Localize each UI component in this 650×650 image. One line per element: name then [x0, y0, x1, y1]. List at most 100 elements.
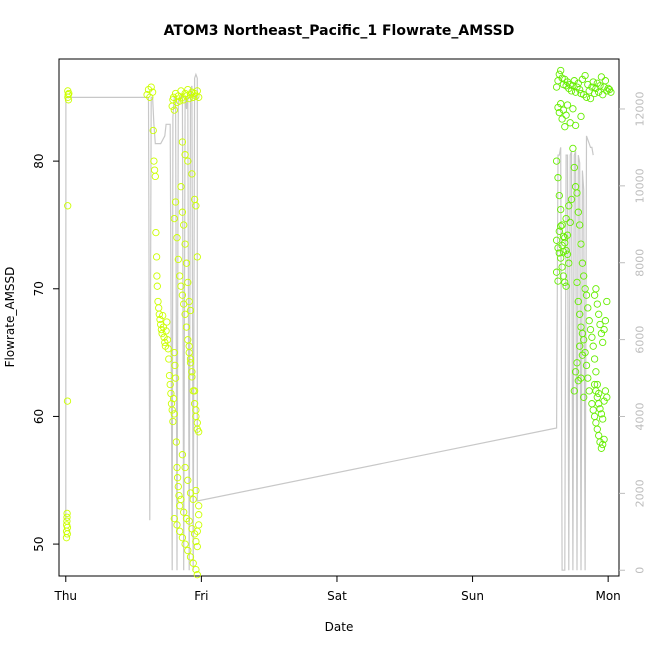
data-point: [162, 327, 170, 335]
data-point: [63, 397, 72, 405]
data-point: [148, 88, 157, 96]
data-point: [571, 88, 580, 96]
data-point: [590, 291, 599, 299]
data-point: [581, 348, 589, 357]
data-point: [170, 410, 178, 418]
data-point: [554, 277, 562, 285]
data-point: [163, 336, 172, 344]
data-point: [599, 91, 607, 99]
y-tick-label: 70: [32, 281, 46, 296]
data-point: [169, 417, 177, 426]
data-point: [558, 263, 566, 271]
data-point: [588, 83, 596, 91]
y-tick-label: 60: [32, 409, 46, 424]
y2-tick-label: 2000: [634, 479, 647, 507]
data-point: [589, 406, 597, 414]
data-point: [563, 101, 572, 109]
data-point: [580, 336, 588, 344]
y2-tick-label: 6000: [634, 326, 647, 354]
data-point: [164, 345, 172, 353]
data-point: [185, 342, 193, 350]
data-point: [182, 323, 191, 331]
y-tick-label: 80: [32, 153, 46, 168]
data-point: [582, 291, 591, 299]
data-point: [580, 272, 588, 280]
data-point: [596, 82, 604, 90]
data-point: [597, 410, 606, 418]
data-point: [186, 553, 195, 561]
data-point: [599, 440, 607, 449]
y-axis: 50 60 70 80: [32, 153, 59, 552]
data-point: [186, 355, 195, 363]
data-point: [64, 202, 72, 210]
x-axis-title: Date: [325, 620, 354, 634]
data-point: [555, 249, 563, 257]
x-tick-label: Fri: [194, 589, 208, 603]
data-point: [195, 93, 203, 101]
data-point: [557, 100, 565, 108]
data-point: [599, 415, 607, 423]
data-point: [588, 333, 596, 341]
data-point: [181, 310, 189, 318]
data-point: [181, 240, 189, 248]
data-point: [592, 419, 600, 427]
x-tick-label: Sun: [461, 589, 484, 603]
data-point: [155, 304, 163, 312]
data-point: [176, 272, 184, 280]
data-point: [595, 310, 603, 318]
data-point: [585, 387, 593, 395]
data-point: [170, 348, 178, 357]
data-point: [590, 412, 599, 421]
data-point: [181, 463, 189, 472]
data-point: [558, 115, 566, 123]
data-point: [170, 106, 178, 114]
data-point: [571, 368, 580, 376]
data-point: [180, 508, 188, 516]
data-point: [603, 297, 611, 306]
data-point: [577, 374, 585, 382]
data-point: [150, 157, 158, 165]
data-point: [173, 463, 181, 472]
data-point: [152, 253, 161, 261]
data-point: [582, 361, 591, 370]
data-point: [193, 253, 201, 261]
data-point: [168, 406, 176, 414]
data-point: [151, 172, 159, 181]
data-point: [552, 236, 561, 244]
data-point: [157, 325, 166, 334]
data-point: [554, 244, 562, 252]
y2-tick-label: 10000: [634, 168, 647, 203]
data-point: [171, 361, 179, 370]
data-point: [576, 342, 584, 350]
data-point: [193, 542, 201, 551]
data-point: [592, 285, 600, 293]
data-point: [185, 517, 193, 525]
data-point: [161, 338, 169, 347]
data-point: [178, 291, 187, 299]
data-point: [163, 318, 171, 326]
data-point: [184, 546, 192, 555]
data-point: [597, 444, 606, 452]
data-point: [588, 400, 596, 408]
data-point: [193, 527, 201, 535]
data-point: [176, 97, 184, 105]
data-point: [188, 368, 196, 376]
data-point: [184, 157, 192, 165]
data-point: [574, 297, 582, 306]
data-point: [190, 530, 199, 538]
data-point: [554, 174, 562, 182]
data-point: [567, 195, 576, 204]
data-point: [184, 476, 192, 484]
y-axis-title: Flowrate_AMSSD: [3, 267, 17, 368]
data-point: [601, 317, 610, 325]
data-point: [573, 278, 581, 287]
data-point: [188, 373, 196, 381]
data-point: [192, 486, 200, 495]
series-line: [65, 72, 594, 571]
data-point: [176, 527, 184, 535]
data-point: [558, 221, 566, 229]
x-axis: Thu Fri Sat Sun Mon: [54, 576, 621, 603]
data-point: [63, 509, 71, 518]
data-point: [596, 320, 604, 329]
data-point: [178, 451, 187, 459]
